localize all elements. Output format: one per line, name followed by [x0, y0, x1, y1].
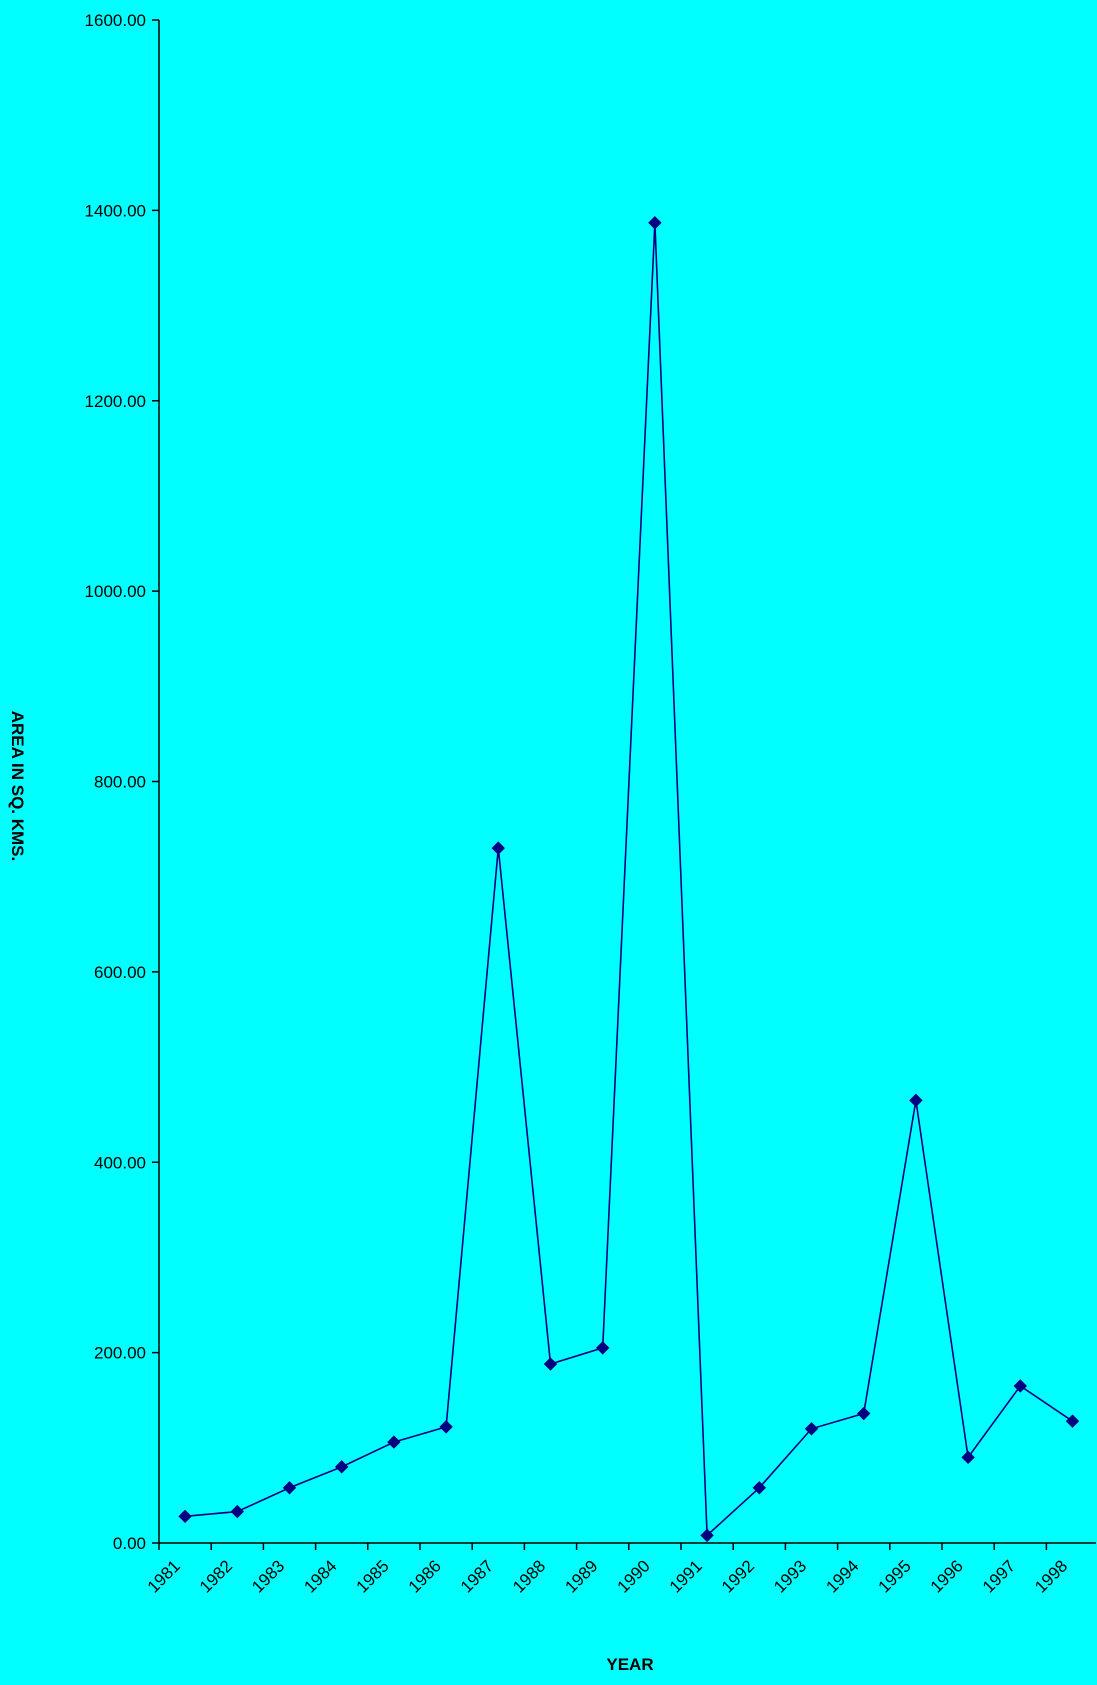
x-tick-label: 1983 [248, 1556, 288, 1596]
y-tick-label: 1600.00 [85, 11, 146, 30]
series-group [178, 216, 1080, 1543]
data-point [648, 216, 662, 230]
y-tick-label: 1000.00 [85, 582, 146, 601]
data-point [595, 1341, 610, 1355]
x-tick-label: 1991 [666, 1556, 706, 1596]
y-tick-label: 200.00 [94, 1344, 146, 1363]
y-ticks: 0.00 200.00 400.00 600.00 800.00 1000.00 1200.… [85, 11, 159, 1553]
data-point [961, 1450, 975, 1465]
data-point [909, 1093, 923, 1108]
data-point [856, 1406, 871, 1421]
x-tick-label: 1982 [196, 1556, 236, 1596]
axes [158, 20, 1096, 1544]
x-tick-label: 1984 [300, 1556, 340, 1596]
x-tick-label: 1990 [614, 1556, 654, 1596]
data-point [282, 1481, 297, 1495]
y-tick-label: 0.00 [113, 1534, 146, 1553]
data-point [543, 1357, 558, 1371]
y-tick-label: 400.00 [94, 1153, 146, 1172]
data-point [178, 1509, 192, 1524]
y-tick-label: 1200.00 [85, 392, 146, 411]
y-tick-label: 600.00 [94, 963, 146, 982]
x-tick-label: 1988 [509, 1556, 549, 1596]
x-tick-label: 1998 [1031, 1556, 1071, 1596]
x-tick-label: 1989 [561, 1556, 601, 1596]
data-point [439, 1420, 453, 1434]
y-tick-label: 1400.00 [85, 201, 146, 220]
data-point [804, 1422, 819, 1436]
data-point [700, 1528, 714, 1543]
x-axis-title: YEAR [606, 1655, 653, 1674]
data-point [334, 1460, 349, 1474]
x-tick-label: 1993 [770, 1556, 810, 1596]
y-axis-title: AREA IN SQ. KMS. [8, 711, 27, 862]
x-tick-label: 1997 [979, 1556, 1019, 1596]
x-tick-label: 1987 [457, 1556, 497, 1596]
x-tick-label: 1996 [927, 1556, 967, 1596]
x-tick-label: 1981 [144, 1556, 184, 1596]
data-point [387, 1435, 401, 1449]
x-ticks: 1981 1982 1983 1984 1985 1986 1987 1988 1989 1990… [144, 1543, 1071, 1597]
data-point [1013, 1379, 1028, 1393]
x-tick-label: 1995 [875, 1556, 915, 1596]
data-point [491, 841, 506, 855]
x-tick-label: 1985 [353, 1556, 393, 1596]
data-point [230, 1504, 245, 1519]
x-tick-label: 1986 [405, 1556, 445, 1596]
data-point [752, 1481, 767, 1495]
data-point [1065, 1414, 1080, 1428]
x-tick-label: 1994 [822, 1556, 862, 1596]
y-tick-label: 800.00 [94, 773, 146, 792]
series-line [185, 222, 1073, 1538]
x-tick-label: 1992 [718, 1556, 758, 1596]
